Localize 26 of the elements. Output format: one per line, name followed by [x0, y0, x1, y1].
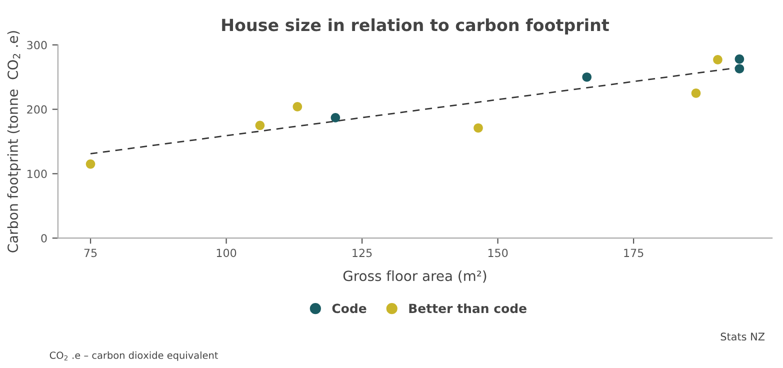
point — [582, 72, 592, 82]
text: Stats NZ — [720, 332, 765, 341]
point — [330, 113, 340, 122]
x-tick-label: 75 — [84, 248, 97, 258]
text: CO$_{2}$ .e – carbon dioxide equivalent — [50, 351, 218, 361]
point — [255, 120, 265, 130]
legend-label: Better than code — [409, 303, 526, 314]
y-tick-label: 300 — [27, 40, 47, 50]
point — [734, 54, 744, 64]
point — [86, 159, 96, 169]
x-tick-label: 100 — [216, 248, 236, 258]
y-tick-label: 100 — [28, 170, 47, 178]
point — [713, 55, 722, 64]
point — [474, 123, 483, 133]
y-tick-label: 0 — [41, 234, 47, 242]
point — [691, 88, 701, 98]
point — [734, 64, 744, 74]
y-axis-title: Carbon footprint (tonne CO$_{2}$ .e) — [7, 31, 21, 252]
x-tick-label: 125 — [352, 248, 372, 258]
point — [292, 102, 302, 112]
y-tick-label: 200 — [27, 105, 47, 114]
x-axis-title: Gross floor area (m²) — [343, 270, 486, 283]
x-tick-label: 150 — [488, 248, 508, 258]
legend-label: Code — [332, 303, 366, 314]
chart-title: House size in relation to carbon footprint — [222, 18, 610, 34]
x-tick-label: 175 — [624, 248, 644, 258]
